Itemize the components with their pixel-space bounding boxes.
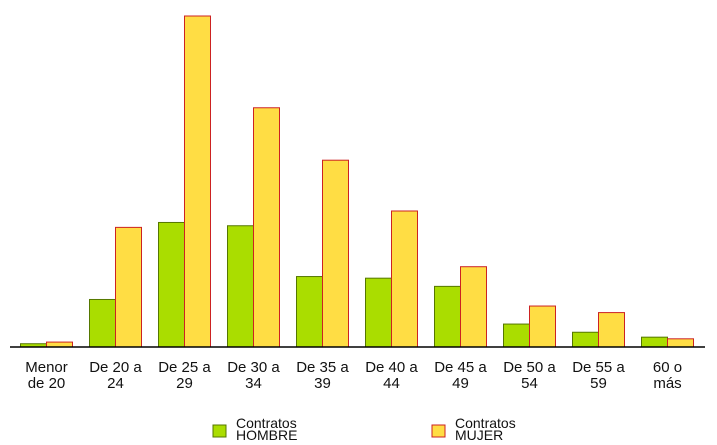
x-tick-label: De 50 a	[503, 359, 556, 376]
x-tick-label: 34	[245, 375, 262, 392]
legend-swatch-series-2	[431, 424, 446, 438]
bar-series-2-cat-4	[253, 107, 280, 348]
legend-label-series-1: Contratos	[236, 415, 297, 431]
bar-series-2-cat-8	[529, 305, 556, 348]
x-tick-label: 24	[107, 375, 124, 392]
bar-series-1-cat-5	[296, 276, 323, 348]
x-tick-label: 54	[521, 375, 538, 392]
bar-series-1-cat-10	[641, 336, 668, 348]
x-tick-label: 49	[452, 375, 469, 392]
bars-group	[20, 15, 694, 348]
x-tick-label: 59	[590, 375, 607, 392]
bar-series-1-cat-6	[365, 277, 392, 348]
bar-series-2-cat-3	[184, 15, 211, 348]
x-tick-label: 39	[314, 375, 331, 392]
x-tick-label: De 40 a	[365, 359, 418, 376]
legend-label-series-2: MUJER	[455, 427, 503, 443]
x-tick-label: 29	[176, 375, 193, 392]
bar-series-2-cat-9	[598, 312, 625, 348]
bar-series-2-cat-6	[391, 210, 418, 348]
bar-series-1-cat-4	[227, 225, 254, 348]
x-tick-label: Menor	[25, 359, 68, 376]
bar-series-1-cat-8	[503, 323, 530, 348]
x-tick-label: más	[653, 375, 681, 392]
x-tick-label: De 25 a	[158, 359, 211, 376]
bar-series-2-cat-5	[322, 159, 349, 348]
legend-label-series-1: HOMBRE	[236, 427, 297, 443]
bar-series-2-cat-10	[667, 338, 694, 348]
x-tick-label: De 35 a	[296, 359, 349, 376]
x-tick-label: De 45 a	[434, 359, 487, 376]
x-tick-label: 44	[383, 375, 400, 392]
x-tick-label: 60 o	[653, 359, 682, 376]
legend-swatch-series-1	[212, 424, 227, 438]
x-tick-label: De 20 a	[89, 359, 142, 376]
x-tick-label: De 55 a	[572, 359, 625, 376]
bar-series-1-cat-3	[158, 221, 185, 348]
bar-series-1-cat-2	[89, 298, 116, 348]
bar-series-1-cat-7	[434, 285, 461, 348]
bar-series-2-cat-2	[115, 226, 142, 348]
x-tick-label: de 20	[28, 375, 66, 392]
bar-series-2-cat-7	[460, 266, 487, 348]
bar-series-1-cat-9	[572, 331, 599, 348]
legend-label-series-2: Contratos	[455, 415, 516, 431]
x-tick-label: De 30 a	[227, 359, 280, 376]
